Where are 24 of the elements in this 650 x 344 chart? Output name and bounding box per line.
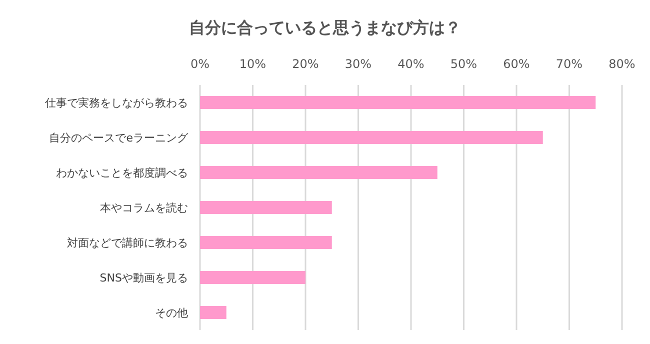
bar	[200, 96, 596, 109]
x-tick-label: 0%	[190, 57, 210, 71]
bar	[200, 201, 332, 214]
y-tick-label: 本やコラムを読む	[100, 202, 188, 214]
x-tick-label: 10%	[239, 57, 266, 71]
x-tick-label: 70%	[556, 57, 583, 71]
x-tick-label: 80%	[608, 57, 636, 71]
y-tick-label: SNSや動画を見る	[100, 272, 188, 284]
bar	[200, 166, 438, 179]
y-tick-label: その他	[155, 306, 188, 320]
x-tick-label: 40%	[398, 57, 424, 71]
x-tick-label: 30%	[344, 57, 372, 71]
bar	[200, 306, 226, 319]
bar	[200, 236, 332, 249]
x-tick-label: 60%	[503, 57, 530, 71]
bar	[200, 131, 543, 144]
x-tick-label: 50%	[450, 57, 478, 71]
chart-title: 自分に合っていると思うまなび方は？	[189, 18, 461, 37]
bar	[200, 271, 306, 284]
y-tick-label: 対面などで講師に教わる	[67, 236, 188, 250]
y-tick-label: わかないことを都度調べる	[56, 166, 188, 180]
y-tick-label: 自分のペースでeラーニング	[49, 132, 189, 144]
y-tick-label: 仕事で実務をしながら教わる	[45, 96, 188, 110]
x-tick-label: 20%	[292, 57, 319, 71]
